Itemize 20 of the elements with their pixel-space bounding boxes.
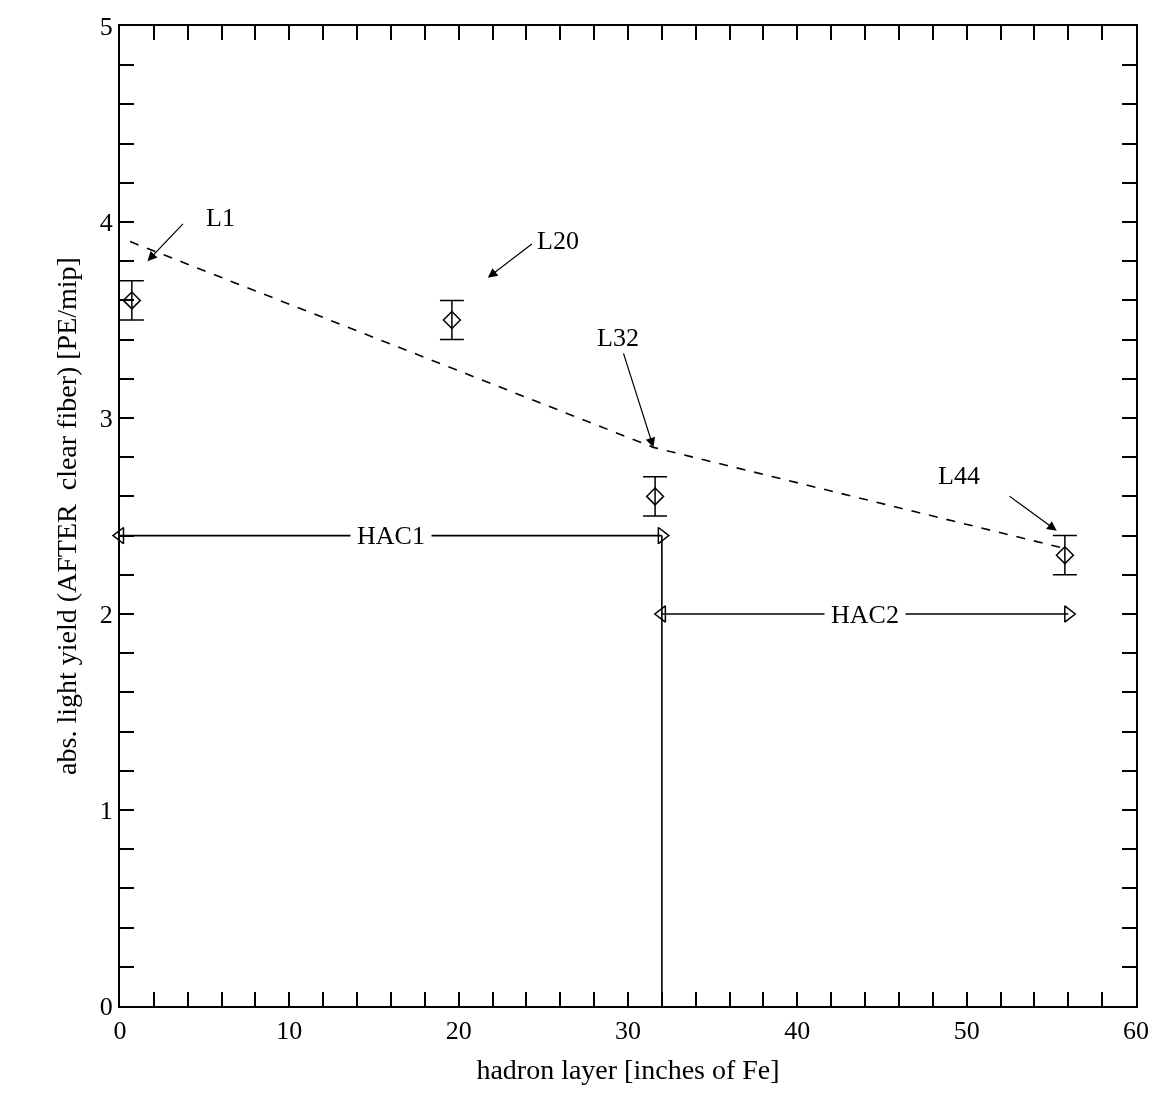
x-axis-title: hadron layer [inches of Fe] [476,1053,780,1085]
y-axis-title: abs. light yield (AFTER clear fiber) [PE/mip] [51,257,82,775]
y-tick-label: 4 [99,208,113,238]
x-tick-label: 20 [445,1016,472,1046]
x-tick-label: 50 [953,1016,980,1046]
x-tick-label: 60 [1123,1016,1149,1046]
x-tick-label: 30 [615,1016,641,1046]
y-tick-label: 3 [99,404,113,434]
series-label: HAC1 [357,521,425,550]
y-tick-label: 0 [99,992,113,1022]
annotation: L44 [938,461,980,490]
series-label: HAC2 [831,600,899,629]
x-tick-label: 10 [276,1016,303,1046]
annotation: L20 [537,226,579,255]
annotation: L32 [597,323,639,352]
annotation: L1 [206,203,235,232]
x-tick-label: 40 [784,1016,811,1046]
y-tick-label: 5 [99,12,113,42]
y-tick-label: 2 [99,600,113,630]
y-tick-label: 1 [99,796,113,826]
